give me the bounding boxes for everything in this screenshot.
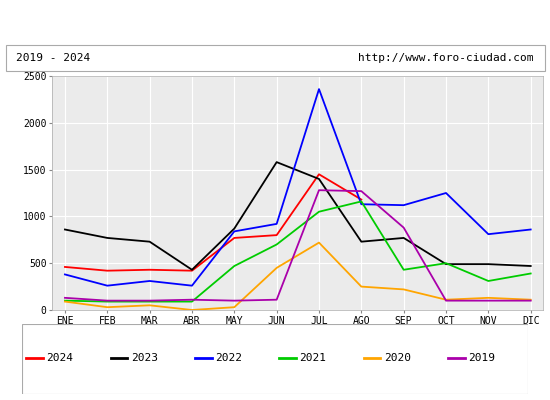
Text: http://www.foro-ciudad.com: http://www.foro-ciudad.com — [358, 53, 534, 63]
Text: 2023: 2023 — [131, 353, 158, 362]
Text: 2024: 2024 — [46, 353, 74, 362]
Text: 2020: 2020 — [384, 353, 411, 362]
Text: 2019 - 2024: 2019 - 2024 — [16, 53, 91, 63]
FancyBboxPatch shape — [6, 44, 544, 72]
Text: Evolucion Nº Turistas Nacionales en el municipio de Sotalbo: Evolucion Nº Turistas Nacionales en el m… — [40, 14, 510, 28]
Text: 2019: 2019 — [468, 353, 495, 362]
Text: 2022: 2022 — [215, 353, 242, 362]
FancyBboxPatch shape — [22, 324, 528, 394]
Text: 2021: 2021 — [299, 353, 327, 362]
